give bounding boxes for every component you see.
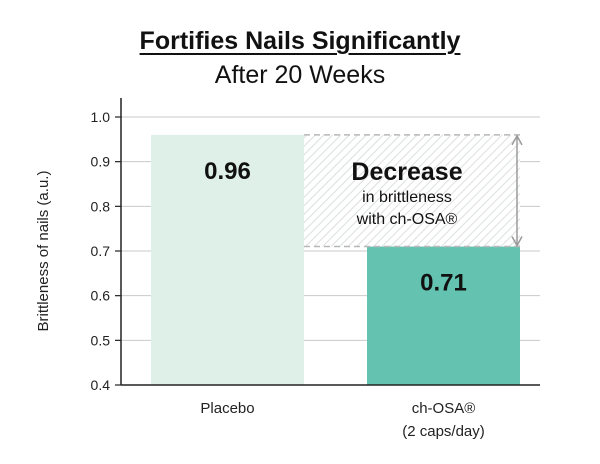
- x-tick-sublabel-ch-osa: (2 caps/day): [402, 423, 485, 440]
- chart-subtitle: After 20 Weeks: [214, 61, 386, 89]
- y-tick-label: 0.8: [91, 198, 111, 214]
- y-tick-label: 0.7: [91, 243, 111, 259]
- x-tick-label-ch-osa: ch-OSA®: [412, 400, 476, 417]
- y-tick-label: 0.5: [91, 332, 111, 348]
- y-axis-ticks: 0.4 0.5 0.6 0.7 0.8 0.9 1.0: [91, 109, 121, 393]
- bar-ch-osa: [367, 246, 520, 385]
- bar-value-label-ch-osa: 0.71: [420, 270, 467, 297]
- decrease-arrow-head-up: [511, 134, 523, 146]
- x-tick-label-placebo: Placebo: [200, 400, 254, 417]
- annotation-line-1: in brittleness: [362, 189, 452, 206]
- bar-placebo: [151, 134, 304, 385]
- y-tick-label: 1.0: [91, 109, 111, 125]
- annotation-line-2: with ch-OSA®: [356, 211, 458, 228]
- annotation-headline: Decrease: [351, 158, 462, 186]
- decrease-arrow-head-down: [511, 236, 523, 248]
- bars: [151, 134, 520, 385]
- y-tick-label: 0.4: [91, 377, 111, 393]
- y-axis-label: Brittleness of nails (a.u.): [35, 171, 52, 332]
- decrease-annotation: [304, 134, 523, 248]
- chart-title-block: Fortifies Nails Significantly After 20 W…: [0, 26, 600, 92]
- bar-value-label-placebo: 0.96: [204, 158, 251, 185]
- chart-title: Fortifies Nails Significantly: [139, 27, 461, 55]
- decrease-hatch-area: [304, 134, 520, 247]
- y-tick-label: 0.9: [91, 154, 111, 170]
- y-tick-label: 0.6: [91, 288, 111, 304]
